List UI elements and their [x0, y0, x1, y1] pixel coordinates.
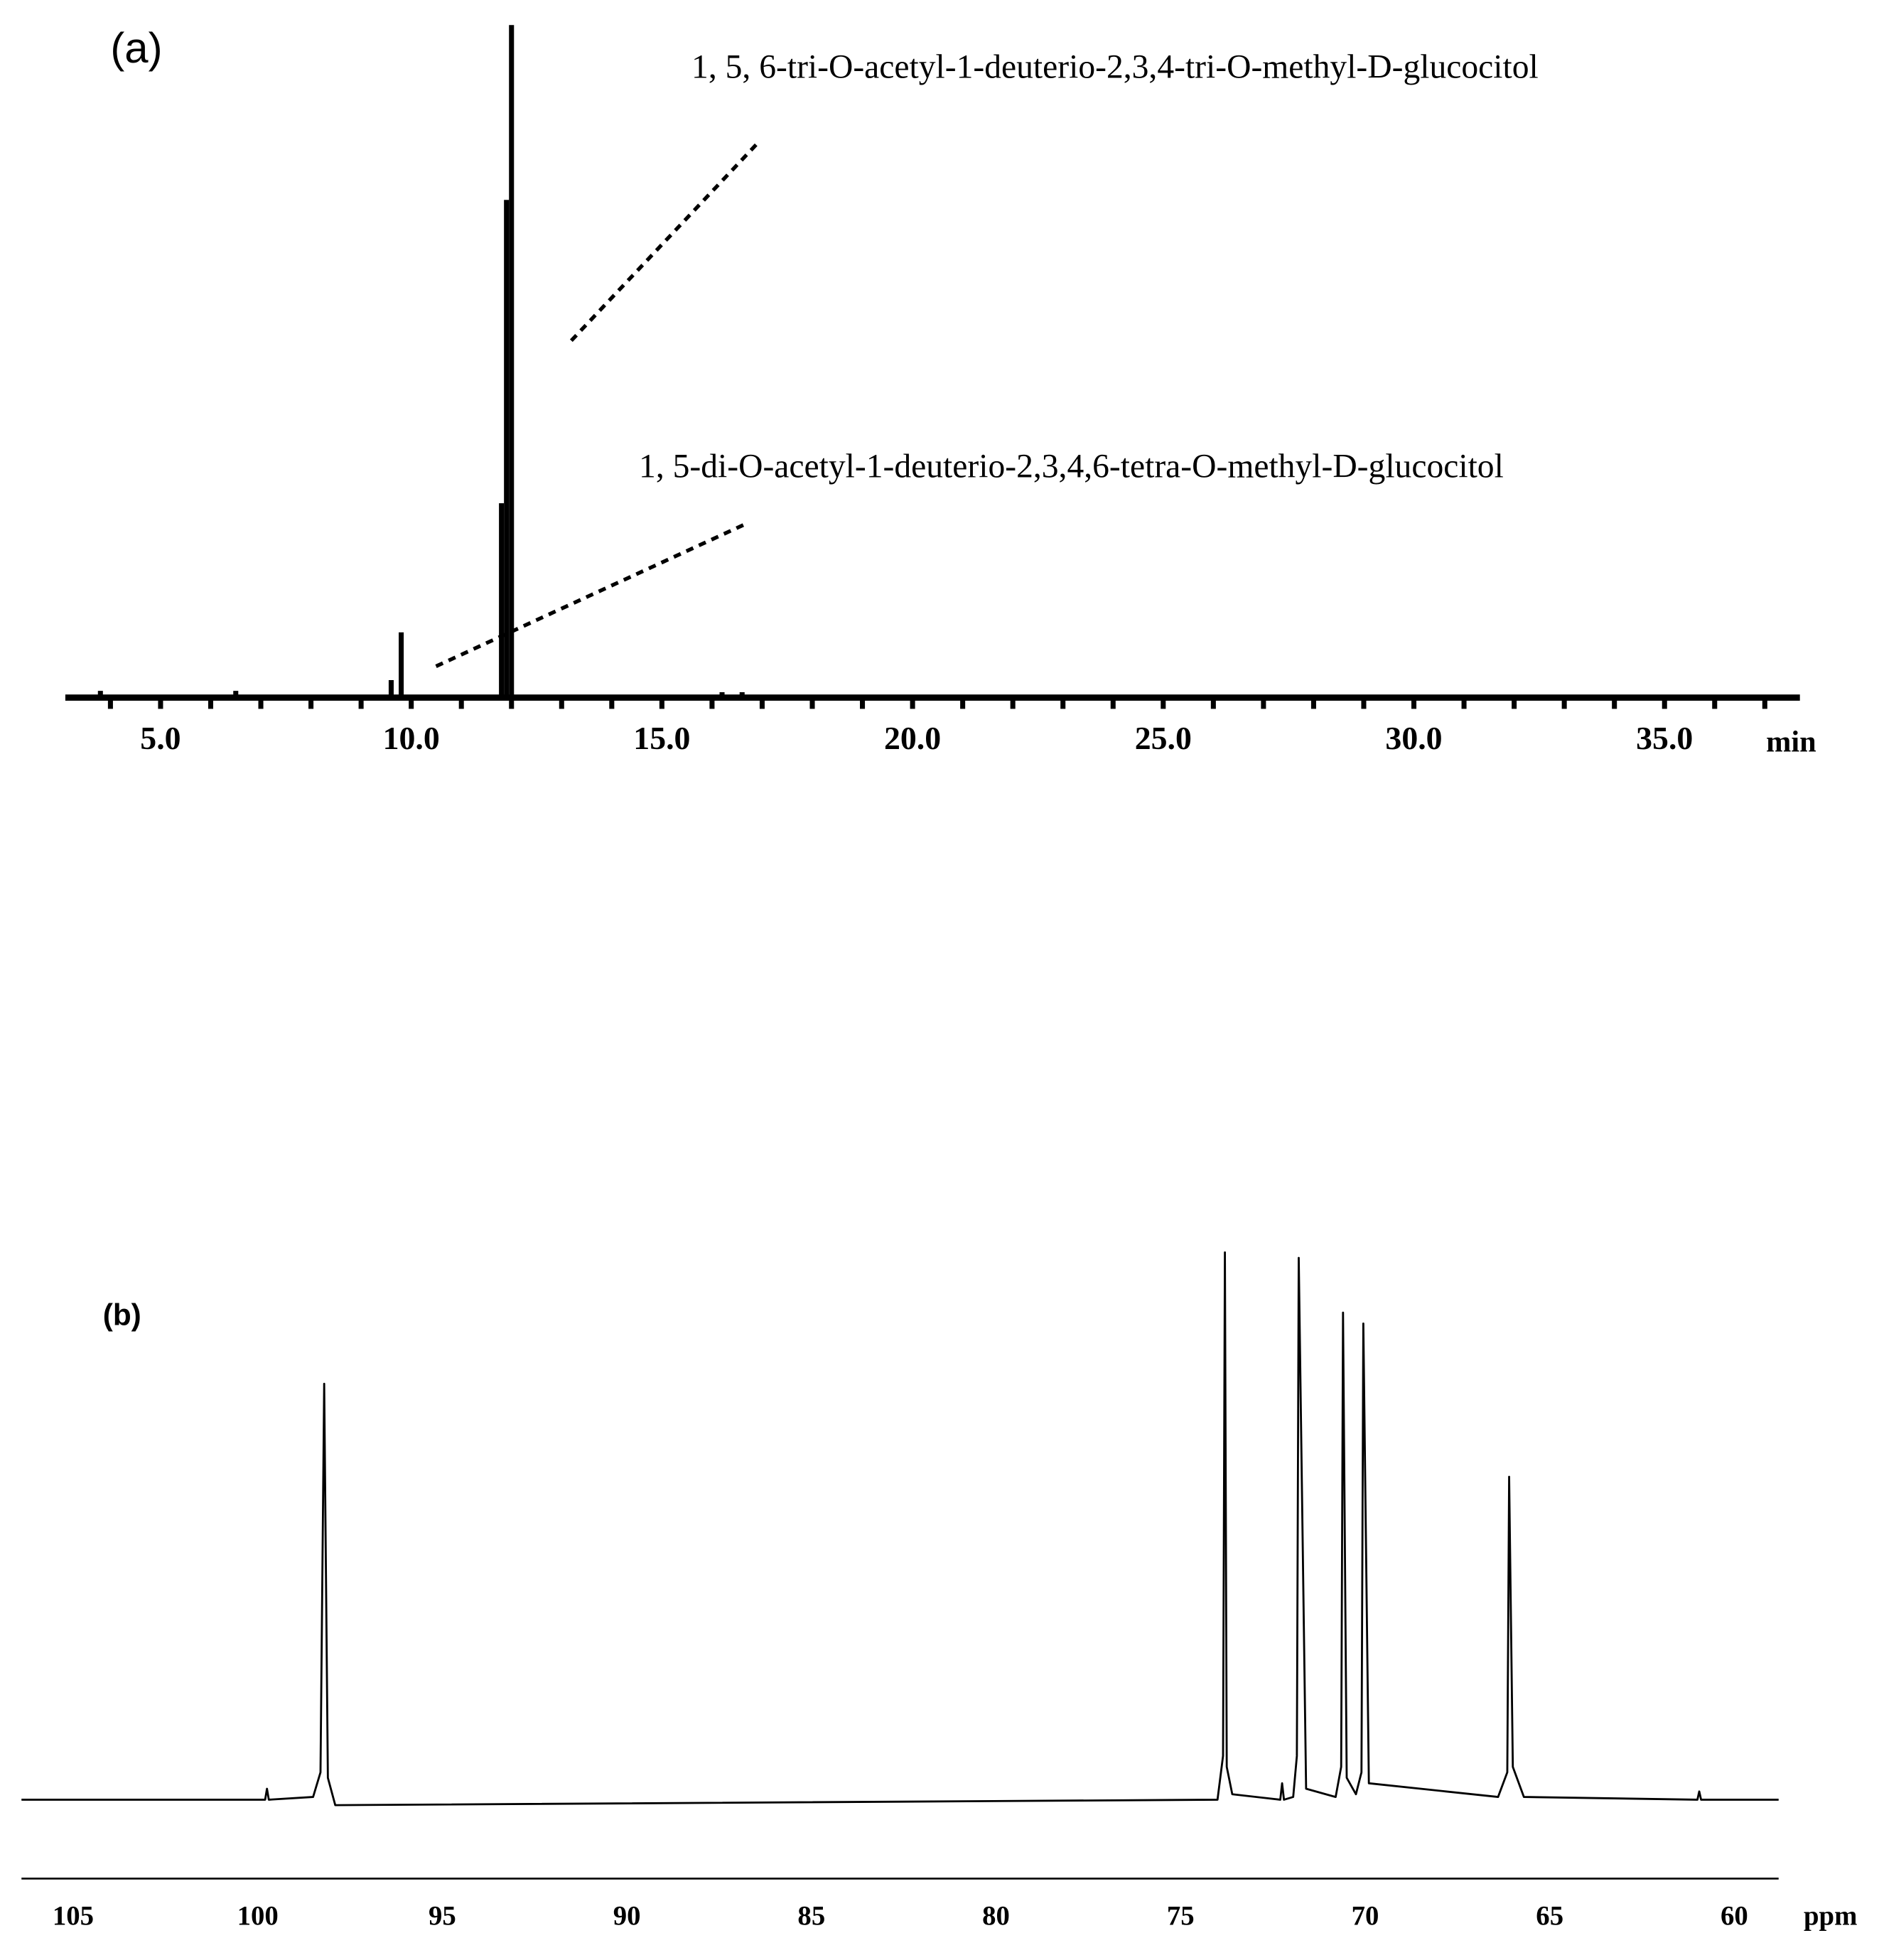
x-tick-label: 95	[429, 1901, 456, 1932]
spectrum-line	[21, 1251, 1779, 1806]
x-tick-label: 85	[797, 1901, 825, 1932]
leader-line	[569, 140, 761, 343]
peak-bar	[97, 691, 103, 698]
x-tick-label: 65	[1536, 1901, 1563, 1932]
x-tick-label: 70	[1352, 1901, 1379, 1932]
leader-line	[435, 522, 748, 668]
peak-bar	[504, 200, 510, 698]
peak-bar	[399, 632, 404, 698]
x-tick-label: 15.0	[633, 720, 690, 756]
x-tick-label: 80	[982, 1901, 1010, 1932]
panel-label: (b)	[103, 1298, 141, 1332]
peak-bar	[509, 25, 515, 698]
peak-bar	[739, 692, 745, 698]
x-tick-label: 5.0	[140, 720, 181, 756]
annotation: 1, 5, 6-tri-O-acetyl-1-deuterio-2,3,4-tr…	[691, 48, 1539, 85]
x-axis-label: min	[1766, 725, 1816, 758]
x-tick-label: 35.0	[1636, 720, 1693, 756]
x-tick-label: 100	[237, 1901, 279, 1932]
x-tick-label: 60	[1721, 1901, 1748, 1932]
x-tick-label: 105	[53, 1901, 94, 1932]
x-tick-label: 20.0	[884, 720, 941, 756]
peak-bar	[499, 503, 505, 698]
x-tick-label: 10.0	[383, 720, 440, 756]
panel-label: (a)	[110, 24, 162, 72]
peak-bar	[233, 691, 239, 698]
annotation: 1, 5-di-O-acetyl-1-deuterio-2,3,4,6-tetr…	[639, 448, 1504, 485]
x-axis-label: ppm	[1804, 1901, 1857, 1932]
x-tick-label: 30.0	[1385, 720, 1442, 756]
x-tick-label: 25.0	[1135, 720, 1192, 756]
x-tick-label: 90	[613, 1901, 641, 1932]
peak-bar	[719, 692, 725, 698]
peak-bar	[388, 679, 394, 698]
x-tick-label: 75	[1167, 1901, 1195, 1932]
